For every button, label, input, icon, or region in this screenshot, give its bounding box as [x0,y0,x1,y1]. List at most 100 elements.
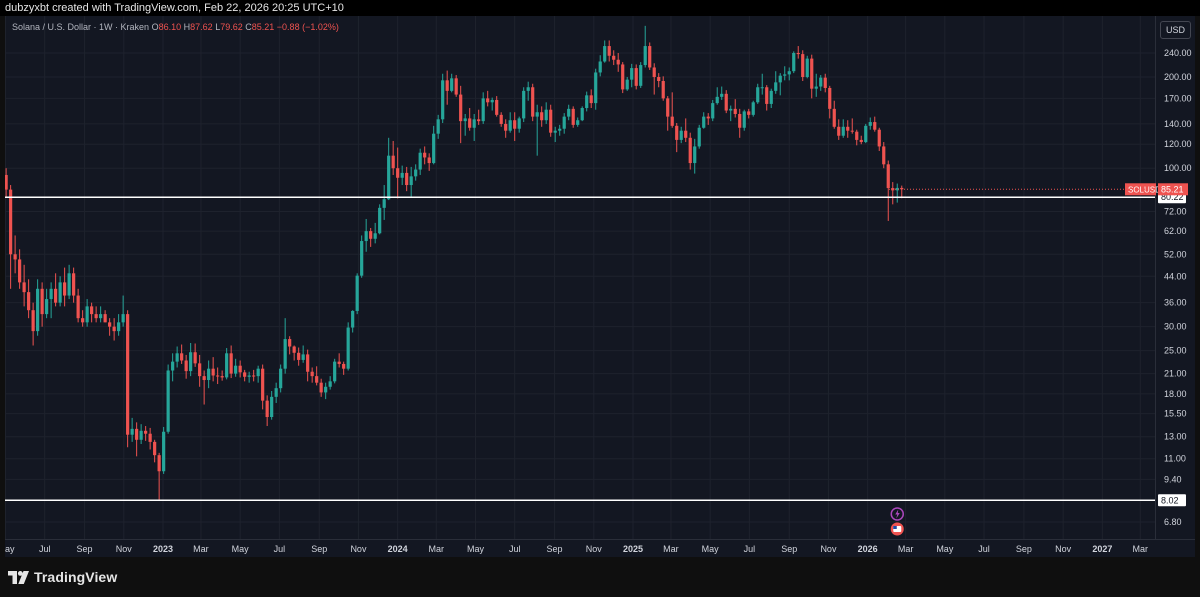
candle [706,113,710,125]
tradingview-logo-icon [8,570,29,584]
candle-body [882,146,886,165]
candle-body [733,108,737,114]
time-axis[interactable]: ay Jul Sep Nov 2023 Mar May Jul Sep Nov 2024 Mar May… [5,539,1195,555]
price-axis[interactable]: 240.00 200.00 170.00 140.00 120.00 100.00 72.0… [889,16,1192,539]
candle [85,299,89,327]
candle-body [193,352,197,364]
candle-body [693,146,697,164]
high-value: 87.62 [190,22,213,32]
time-tick-label: 2026 [858,544,878,554]
candle-body [396,168,400,178]
candle [522,87,526,123]
candle [319,378,323,397]
candle-body [576,120,580,125]
lightning-event-icon [890,507,905,521]
time-tick-label: 2027 [1092,544,1112,554]
candle [454,75,458,97]
candle [472,113,476,141]
candle-body [76,295,80,319]
price-tick-label: 100.00 [1164,163,1192,173]
candle-body [85,306,89,323]
candle-body [877,129,881,147]
candle-body [166,370,170,432]
candle [657,73,661,88]
candle-body [900,187,904,190]
candle [828,85,832,119]
candle [580,106,584,122]
price-chart[interactable]: 80.22 8.02 240.00 200.00 170.00 140.00 120.00… [5,16,1195,557]
last-price-tag [1158,183,1188,196]
candle [508,112,512,133]
candle-body [841,126,845,136]
candle-body [319,382,323,393]
candle [765,85,769,111]
chart-panel[interactable]: 80.22 8.02 240.00 200.00 170.00 140.00 120.00… [5,16,1195,557]
candle [337,353,341,368]
candle [585,91,589,112]
candle [810,54,814,99]
candle-body [220,376,224,378]
candle-body [22,282,26,293]
candle [463,113,467,136]
candle [351,310,355,333]
candle-body [310,371,314,377]
candle [45,288,49,319]
candle [684,118,688,143]
price-tick-label: 18.00 [1164,389,1187,399]
candle [504,119,508,138]
candle [427,153,431,171]
candle [220,370,224,381]
price-tick-label: 9.40 [1164,474,1182,484]
candle-body [229,353,233,374]
candle [180,344,184,364]
candle [292,345,296,361]
candle [882,142,886,169]
candle-body [117,322,121,332]
candle [270,390,274,420]
time-tick-label: 2024 [388,544,408,554]
candle-body [729,108,733,111]
candle-body [31,310,35,332]
candle [535,104,539,156]
candle [490,97,494,111]
candle-body [58,282,62,303]
candle-body [450,78,454,91]
candle [54,273,58,307]
tradingview-logo[interactable]: TradingView [8,568,117,586]
candle-body [544,109,548,121]
candle-body [256,368,260,377]
candle-body [5,174,8,190]
candle [675,122,679,153]
candle [144,426,148,441]
candle-body [153,441,157,456]
candle-body [90,306,94,315]
candle [733,99,737,118]
candle-body [886,164,890,189]
horizontal-lines[interactable]: 80.22 8.02 [5,191,1186,507]
candle [135,422,139,457]
candle-body [247,375,251,377]
candle-body [859,139,863,143]
hline-price-tag [1158,494,1186,507]
candle [558,124,562,136]
candle [252,369,256,382]
currency-button[interactable]: USD [1160,21,1191,39]
candle [189,342,193,377]
candle [805,55,809,79]
candle [526,81,530,101]
candle-body [868,122,872,126]
candle [783,66,787,81]
candle [531,83,535,122]
time-tick-label: May [467,544,485,554]
candle [814,73,818,97]
price-tick-label: 120.00 [1164,139,1192,149]
candle-body [756,87,760,103]
candle [72,267,76,303]
candle [445,70,449,105]
footer: TradingView [0,557,1200,597]
candle [5,168,8,198]
candle-body [540,112,544,121]
candle-body [585,95,589,109]
candle-body [697,127,701,147]
event-markers[interactable] [890,507,905,536]
